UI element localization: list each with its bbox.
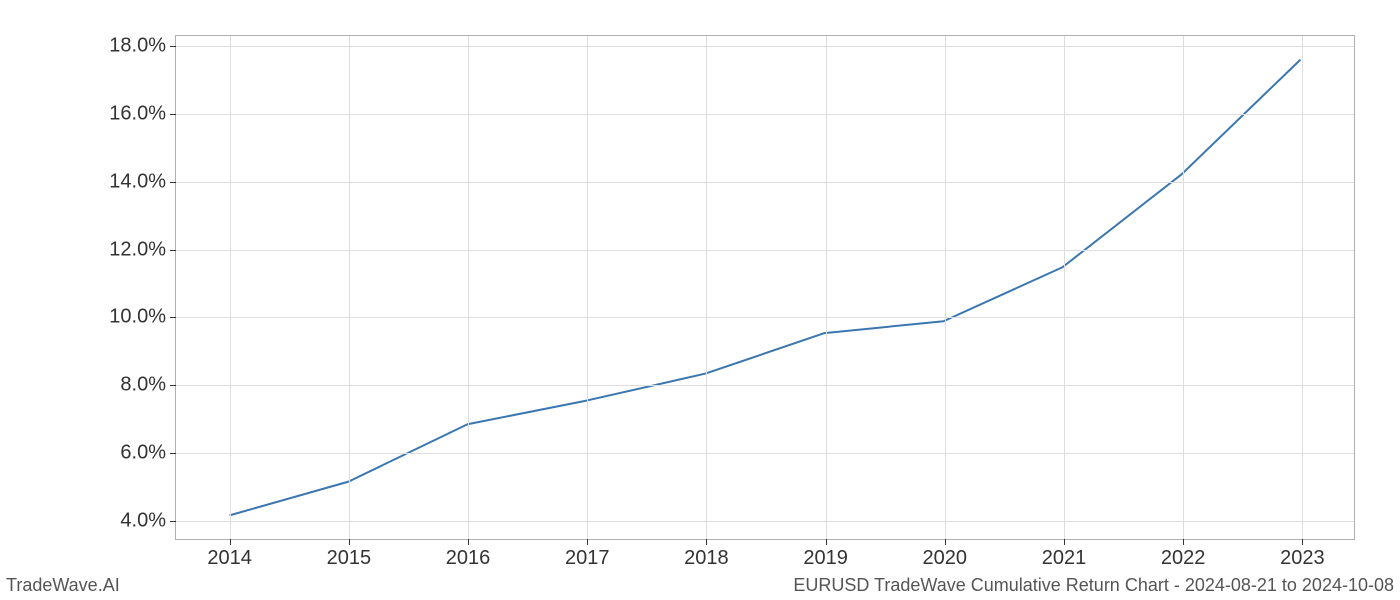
grid-line <box>176 250 1354 251</box>
x-tick-label: 2018 <box>684 539 729 570</box>
line-series <box>176 36 1354 539</box>
x-tick-label: 2021 <box>1042 539 1087 570</box>
footer-brand: TradeWave.AI <box>6 575 120 596</box>
grid-line <box>176 521 1354 522</box>
grid-line <box>945 36 946 539</box>
grid-line <box>176 114 1354 115</box>
x-tick-label: 2014 <box>207 539 252 570</box>
x-tick-label: 2022 <box>1161 539 1206 570</box>
x-tick-label: 2017 <box>565 539 610 570</box>
y-tick-label: 18.0% <box>109 35 176 58</box>
y-tick-label: 4.0% <box>120 509 176 532</box>
grid-line <box>1183 36 1184 539</box>
y-tick-label: 16.0% <box>109 102 176 125</box>
grid-line <box>826 36 827 539</box>
y-tick-label: 12.0% <box>109 238 176 261</box>
plot-area: 4.0%6.0%8.0%10.0%12.0%14.0%16.0%18.0%201… <box>175 35 1355 540</box>
grid-line <box>706 36 707 539</box>
grid-line <box>176 317 1354 318</box>
y-tick-label: 6.0% <box>120 441 176 464</box>
grid-line <box>176 46 1354 47</box>
series-line <box>230 60 1301 516</box>
grid-line <box>1064 36 1065 539</box>
grid-line <box>349 36 350 539</box>
footer-caption: EURUSD TradeWave Cumulative Return Chart… <box>793 575 1394 596</box>
x-tick-label: 2019 <box>803 539 848 570</box>
y-tick-label: 8.0% <box>120 374 176 397</box>
x-tick-label: 2015 <box>327 539 372 570</box>
grid-line <box>176 453 1354 454</box>
x-tick-label: 2016 <box>446 539 491 570</box>
grid-line <box>1302 36 1303 539</box>
x-tick-label: 2023 <box>1280 539 1325 570</box>
y-tick-label: 14.0% <box>109 170 176 193</box>
y-tick-label: 10.0% <box>109 306 176 329</box>
return-chart: 4.0% 6.0% 8.0% 10.0% 12.0% 14.0% 16.0% 18.0% 201… <box>0 0 1400 600</box>
grid-line <box>176 385 1354 386</box>
x-tick-label: 2020 <box>923 539 968 570</box>
grid-line <box>587 36 588 539</box>
grid-line <box>230 36 231 539</box>
grid-line <box>176 182 1354 183</box>
grid-line <box>468 36 469 539</box>
